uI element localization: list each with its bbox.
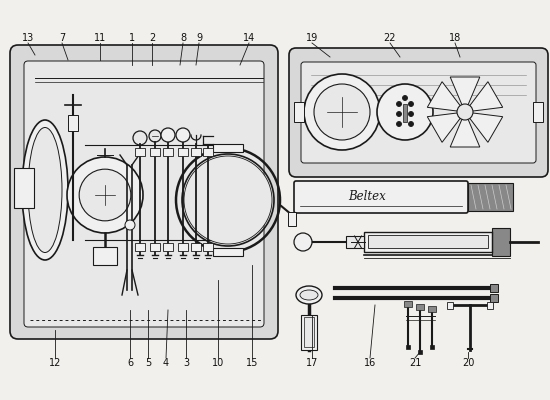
Bar xyxy=(163,243,173,251)
Text: 22: 22 xyxy=(384,33,396,43)
Bar xyxy=(294,102,304,122)
FancyBboxPatch shape xyxy=(10,45,278,339)
Circle shape xyxy=(403,96,408,100)
Bar xyxy=(213,144,243,152)
Text: 9: 9 xyxy=(196,33,202,43)
Circle shape xyxy=(125,220,135,230)
Bar xyxy=(416,304,424,310)
Circle shape xyxy=(409,102,414,106)
Circle shape xyxy=(184,156,272,244)
Bar xyxy=(68,115,78,131)
Text: 1: 1 xyxy=(129,33,135,43)
FancyBboxPatch shape xyxy=(301,62,536,163)
Bar xyxy=(203,148,213,156)
Bar xyxy=(135,148,145,156)
FancyBboxPatch shape xyxy=(24,61,264,327)
Bar xyxy=(364,232,494,252)
Text: 19: 19 xyxy=(306,33,318,43)
Circle shape xyxy=(409,112,414,116)
Bar xyxy=(304,317,314,347)
Bar xyxy=(93,247,117,265)
Text: eurospares: eurospares xyxy=(67,185,207,205)
Bar xyxy=(487,302,493,309)
Bar xyxy=(178,243,188,251)
Bar xyxy=(418,350,422,354)
Text: Beltex: Beltex xyxy=(349,190,386,204)
Bar xyxy=(150,243,160,251)
Bar xyxy=(533,102,543,122)
Polygon shape xyxy=(450,112,480,147)
Bar xyxy=(14,168,34,208)
FancyBboxPatch shape xyxy=(294,181,468,213)
Bar xyxy=(428,306,436,312)
Bar xyxy=(346,236,364,248)
Text: 5: 5 xyxy=(145,358,151,368)
Circle shape xyxy=(79,169,131,221)
Circle shape xyxy=(409,122,414,126)
Bar xyxy=(178,148,188,156)
Ellipse shape xyxy=(296,286,322,304)
Text: 11: 11 xyxy=(94,33,106,43)
Polygon shape xyxy=(450,77,480,112)
Bar xyxy=(150,148,160,156)
Circle shape xyxy=(67,157,143,233)
Circle shape xyxy=(377,84,433,140)
Circle shape xyxy=(397,122,402,126)
Ellipse shape xyxy=(28,128,62,252)
Circle shape xyxy=(304,74,380,150)
Bar xyxy=(203,243,213,251)
Circle shape xyxy=(457,104,473,120)
Text: 16: 16 xyxy=(364,358,376,368)
Circle shape xyxy=(294,233,312,251)
Text: 20: 20 xyxy=(462,358,474,368)
Polygon shape xyxy=(465,82,503,112)
Bar xyxy=(301,315,317,350)
Circle shape xyxy=(397,112,402,116)
Circle shape xyxy=(161,128,175,142)
Bar xyxy=(403,104,407,122)
Bar xyxy=(213,248,243,256)
Polygon shape xyxy=(427,112,465,142)
Ellipse shape xyxy=(300,290,318,300)
Text: 13: 13 xyxy=(22,33,34,43)
Bar xyxy=(406,345,410,349)
Polygon shape xyxy=(427,82,465,112)
Text: 2: 2 xyxy=(149,33,155,43)
Text: 8: 8 xyxy=(180,33,186,43)
Text: 4: 4 xyxy=(163,358,169,368)
Text: 14: 14 xyxy=(243,33,255,43)
Bar xyxy=(490,294,498,302)
Bar xyxy=(492,228,510,256)
Polygon shape xyxy=(465,112,503,142)
Text: eurospares: eurospares xyxy=(324,190,465,210)
Bar xyxy=(468,183,513,211)
Text: 12: 12 xyxy=(49,358,61,368)
Circle shape xyxy=(314,84,370,140)
Text: 21: 21 xyxy=(409,358,421,368)
Text: 17: 17 xyxy=(306,358,318,368)
Text: 10: 10 xyxy=(212,358,224,368)
Text: 3: 3 xyxy=(183,358,189,368)
Bar xyxy=(368,235,488,248)
Text: 18: 18 xyxy=(449,33,461,43)
Bar xyxy=(288,212,296,226)
Bar xyxy=(135,243,145,251)
Text: 6: 6 xyxy=(127,358,133,368)
Bar xyxy=(163,148,173,156)
Bar xyxy=(191,148,201,156)
FancyBboxPatch shape xyxy=(289,48,548,177)
Text: 15: 15 xyxy=(246,358,258,368)
Bar xyxy=(447,302,453,309)
Circle shape xyxy=(176,128,190,142)
Bar xyxy=(430,345,434,349)
Ellipse shape xyxy=(22,120,68,260)
Text: 7: 7 xyxy=(59,33,65,43)
Bar xyxy=(490,284,498,292)
Circle shape xyxy=(397,102,402,106)
Bar xyxy=(404,301,412,307)
Bar xyxy=(191,243,201,251)
